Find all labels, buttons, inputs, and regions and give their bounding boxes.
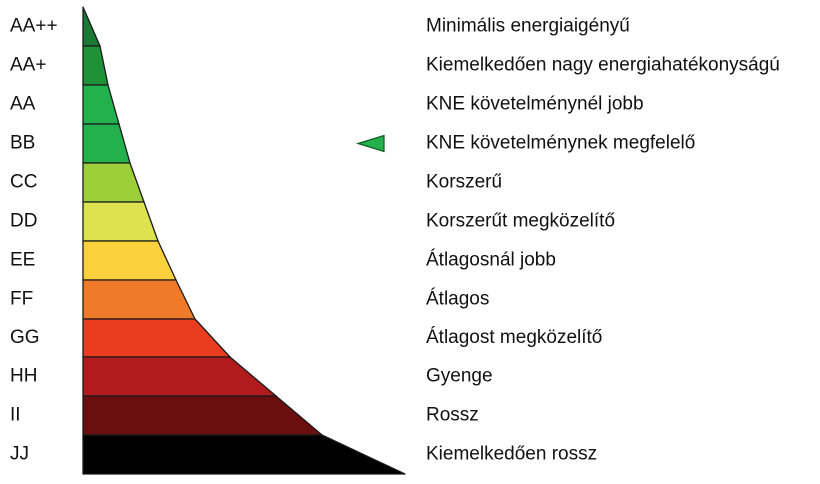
class-code-label: JJ [10, 444, 29, 465]
class-description-label: Minimális energiaigényű [426, 16, 630, 37]
class-code-label: CC [10, 172, 37, 193]
class-code-label: AA++ [10, 16, 58, 37]
class-description-label: KNE követelménynél jobb [426, 94, 644, 115]
class-description-label: Kiemelkedően rossz [426, 444, 597, 465]
energy-band-aaplus [82, 45, 109, 86]
energy-band-bb [82, 123, 131, 164]
class-code-labels: AA++ AA+ AA BB CC DD EE FF GG HH II JJ [10, 16, 58, 465]
energy-class-bands [82, 6, 406, 475]
class-description-label: KNE követelménynek megfelelő [426, 133, 695, 154]
class-description-label: Átlagost megközelítő [426, 327, 602, 348]
class-description-label: Átlagosnál jobb [426, 250, 556, 271]
class-code-label: FF [10, 289, 33, 310]
energy-band-aaplusplus [82, 6, 101, 47]
class-code-label: AA [10, 94, 36, 115]
class-description-label: Korszerűt megközelítő [426, 211, 615, 232]
class-description-label: Kiemelkedően nagy energiahatékonyságú [426, 55, 780, 76]
class-code-label: EE [10, 250, 35, 271]
class-code-label: BB [10, 133, 35, 154]
class-description-label: Gyenge [426, 366, 493, 387]
energy-band-ii [82, 395, 323, 436]
class-description-labels: Minimális energiaigényű Kiemelkedően nagy… [426, 16, 780, 465]
energy-band-aa [82, 84, 120, 125]
energy-band-jj [82, 434, 406, 475]
class-description-label: Rossz [426, 405, 479, 426]
current-class-indicator-icon [355, 134, 385, 153]
energy-band-ff [82, 279, 196, 320]
energy-band-cc [82, 162, 145, 203]
energy-band-gg [82, 318, 231, 358]
class-code-label: AA+ [10, 55, 46, 76]
class-code-label: HH [10, 366, 37, 387]
class-description-label: Korszerű [426, 172, 502, 193]
energy-band-ee [82, 240, 177, 281]
class-code-label: GG [10, 327, 40, 348]
class-code-label: DD [10, 211, 37, 232]
class-description-label: Átlagos [426, 289, 489, 310]
energy-band-dd [82, 201, 159, 242]
energy-band-hh [82, 356, 277, 397]
class-code-label: II [10, 405, 21, 426]
